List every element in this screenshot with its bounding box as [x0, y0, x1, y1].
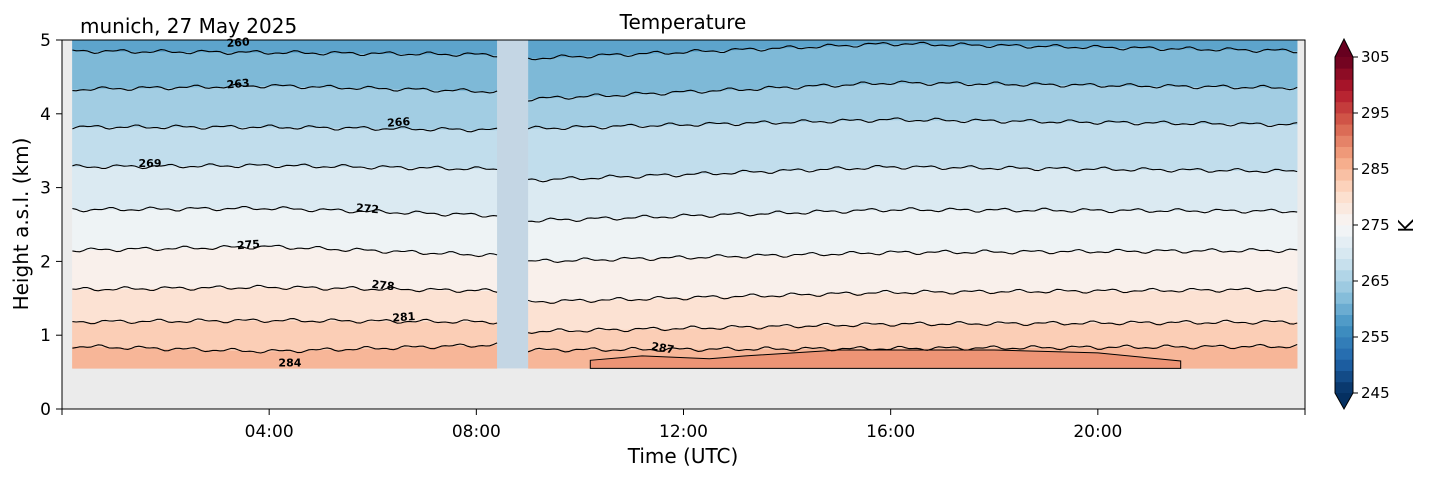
colorbar-bin [1335, 157, 1353, 170]
contour-label: 284 [278, 357, 301, 370]
y-tick-label: 1 [40, 326, 51, 346]
colorbar-bin [1335, 359, 1353, 371]
contour-line-284 [72, 342, 498, 354]
contour-line-275 [528, 248, 1298, 263]
contour-line-266 [72, 124, 498, 133]
contour-label: 272 [356, 201, 380, 216]
contour-line-260 [527, 41, 1298, 61]
colorbar-bin [1335, 258, 1353, 271]
x-tick-label: 08:00 [452, 422, 501, 442]
colorbar-bin [1335, 225, 1353, 237]
colorbar-bin [1335, 146, 1353, 159]
colorbar-label: K [1394, 219, 1418, 233]
contour-line-278 [72, 284, 498, 293]
y-axis-label: Height a.s.l. (km) [9, 138, 33, 311]
contour-line-263 [528, 80, 1298, 102]
contour-label: 269 [139, 157, 162, 170]
x-tick-label: 16:00 [866, 422, 915, 442]
colorbar-bin [1335, 213, 1353, 226]
colorbar-bin [1335, 370, 1353, 383]
colorbar-extend-min [1335, 393, 1353, 409]
colorbar-bin [1335, 101, 1353, 114]
colorbar-bin [1335, 325, 1353, 338]
x-tick-label: 20:00 [1073, 422, 1122, 442]
colorbar-bin [1335, 124, 1353, 136]
contour-line-269 [72, 163, 498, 171]
colorbar-bin [1335, 337, 1353, 349]
colorbar-bin [1335, 292, 1353, 304]
x-axis-ticks: 04:00 08:00 12:00 16:00 20:00 [61, 409, 1306, 442]
colorbar-bin [1335, 202, 1353, 215]
contour-label: 275 [237, 238, 261, 253]
colorbar-bin [1335, 57, 1353, 69]
temperature-band [72, 85, 498, 131]
y-axis-ticks: 0 1 2 3 4 5 [40, 31, 62, 420]
colorbar-bin [1335, 303, 1353, 315]
temperature-band [72, 165, 498, 216]
contour-label: 263 [226, 77, 250, 92]
contour-labels: 260 263 266 269 272 275 278 281 284 287 [139, 35, 676, 369]
colorbar-bin [1335, 79, 1353, 91]
x-tick-label: 04:00 [245, 422, 294, 442]
x-tick-label: 12:00 [659, 422, 708, 442]
location-date-label: munich, 27 May 2025 [80, 14, 297, 38]
contour-line-272 [72, 205, 498, 218]
contour-label: 260 [226, 35, 250, 50]
y-tick-label: 0 [40, 400, 51, 420]
y-tick-label: 3 [40, 179, 51, 199]
colorbar-bin [1335, 68, 1353, 80]
colorbar-bin [1335, 135, 1353, 147]
data-gap [497, 40, 529, 369]
contour-lines [72, 41, 1298, 354]
contour-label: 266 [387, 115, 411, 130]
contour-line-269 [528, 164, 1298, 183]
colorbar-tick-label: 295 [1361, 104, 1390, 122]
contour-line-260 [72, 49, 498, 58]
contour-label: 281 [392, 310, 416, 325]
colorbar-tick-label: 285 [1361, 160, 1390, 178]
colorbar-bin [1335, 180, 1353, 192]
contour-label: 278 [371, 278, 395, 294]
colorbar-extend-max [1335, 39, 1353, 57]
colorbar-tick-label: 245 [1361, 384, 1390, 402]
chart-title: Temperature [619, 10, 747, 34]
colorbar-bin [1335, 113, 1353, 125]
contour-line-275 [72, 244, 498, 258]
temperature-band [72, 287, 498, 323]
colorbar-bin [1335, 191, 1353, 203]
colorbar: 245 255 265 275 285 295 305 [1334, 37, 1390, 411]
colorbar-bin [1335, 269, 1353, 282]
colorbar-tick-label: 275 [1361, 216, 1390, 234]
contour-line-281 [527, 319, 1298, 334]
warm-region-287 [589, 349, 1182, 369]
temperature-band [72, 126, 498, 170]
y-tick-label: 4 [40, 105, 51, 125]
colorbar-bin [1335, 247, 1353, 259]
colorbar-bin [1335, 281, 1353, 293]
colorbar-tick-label: 305 [1361, 48, 1390, 66]
x-axis-label: Time (UTC) [627, 444, 739, 468]
y-tick-label: 2 [40, 252, 51, 272]
contour-line-266 [527, 117, 1298, 130]
colorbar-tick-label: 255 [1361, 328, 1390, 346]
contour-line-284 [527, 343, 1298, 353]
colorbar-bin [1335, 169, 1353, 181]
temperature-field [72, 40, 1298, 369]
colorbar-bin [1335, 381, 1353, 394]
contour-line-278 [527, 286, 1298, 304]
contour-line-281 [72, 318, 498, 325]
colorbar-bin [1335, 348, 1353, 360]
colorbar-tick-label: 265 [1361, 272, 1390, 290]
contour-line-263 [72, 83, 498, 94]
colorbar-bin [1335, 314, 1353, 327]
contour-line-272 [528, 207, 1298, 223]
colorbar-bin [1335, 90, 1353, 103]
colorbar-bin [1335, 236, 1353, 248]
y-tick-label: 5 [40, 31, 51, 51]
contour-label: 287 [650, 340, 675, 357]
